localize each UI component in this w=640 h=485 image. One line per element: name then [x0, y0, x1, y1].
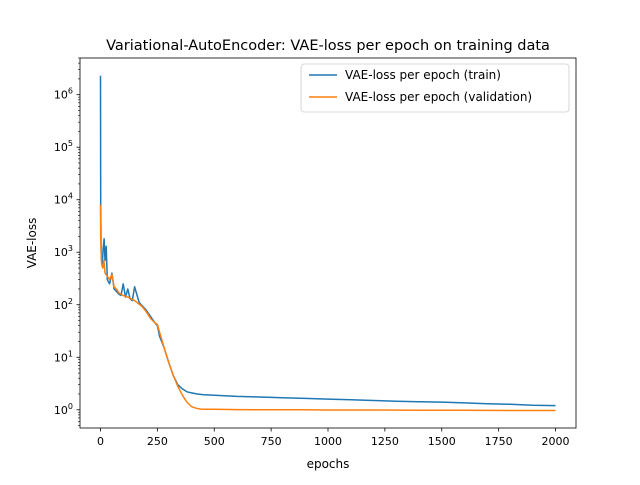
y-tick-label: 106 — [54, 87, 73, 102]
x-tick-label: 750 — [261, 435, 282, 448]
y-tick-label: 105 — [54, 139, 73, 154]
y-tick-label: 103 — [54, 244, 73, 259]
plot-frame — [79, 57, 577, 429]
x-tick-label: 500 — [204, 435, 225, 448]
y-tick-label: 104 — [54, 192, 73, 207]
y-axis-label: VAE-loss — [25, 218, 39, 269]
legend-box — [300, 63, 570, 113]
y-tick-label: 100 — [54, 402, 73, 417]
x-tick-label: 0 — [97, 435, 104, 448]
x-tick-label: 2000 — [542, 435, 570, 448]
x-tick-label: 1500 — [428, 435, 456, 448]
x-axis-label: epochs — [307, 457, 350, 471]
x-tick-label: 1000 — [314, 435, 342, 448]
series-lines — [99, 75, 556, 412]
plot-area — [80, 58, 576, 428]
legend: VAE-loss per epoch (train) VAE-loss per … — [300, 63, 570, 113]
y-tick-label: 101 — [54, 349, 73, 364]
legend-label-validation: VAE-loss per epoch (validation) — [345, 90, 532, 104]
legend-label-train: VAE-loss per epoch (train) — [345, 68, 501, 82]
x-tick-label: 250 — [147, 435, 168, 448]
x-tick-label: 1750 — [485, 435, 513, 448]
series-line-validation — [99, 204, 556, 412]
x-tick-label: 1250 — [371, 435, 399, 448]
chart-title: Variational-AutoEncoder: VAE-loss per ep… — [106, 38, 550, 54]
x-axis-ticks: 0 250 500 750 1000 1250 1500 1750 2000 — [97, 428, 570, 448]
y-tick-label: 102 — [54, 297, 73, 312]
y-axis-ticks: 100 101 102 103 104 105 106 — [54, 57, 80, 426]
